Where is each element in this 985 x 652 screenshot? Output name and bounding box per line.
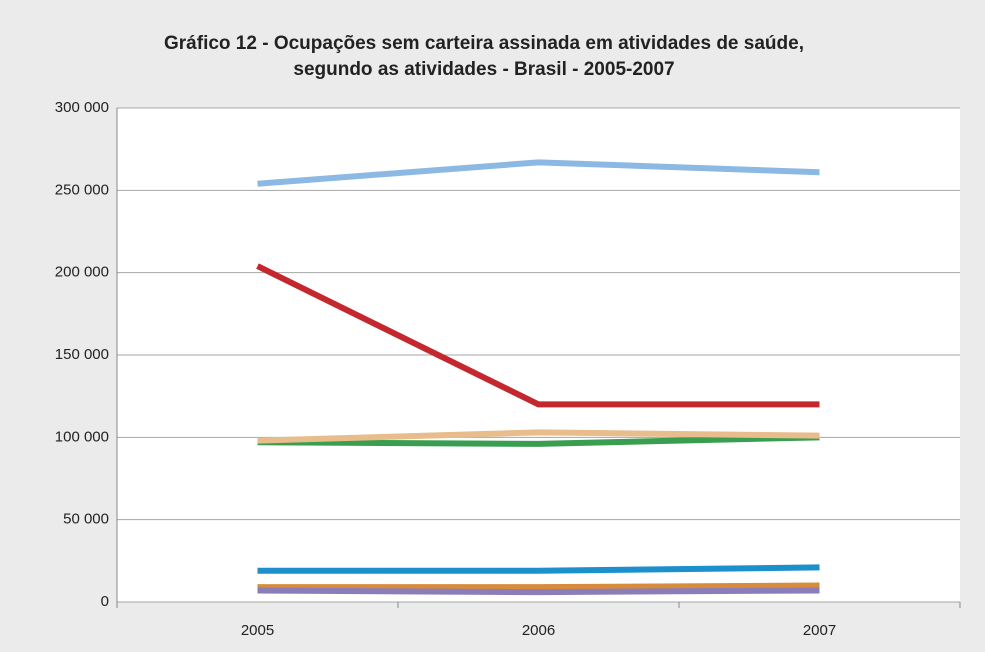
- y-tick-label: 0: [101, 593, 109, 610]
- chart-title: Gráfico 12 - Ocupações sem carteira assi…: [164, 33, 804, 54]
- x-tick-label: 2005: [241, 622, 274, 639]
- y-tick-label: 50 000: [63, 511, 109, 528]
- y-tick-label: 300 000: [55, 99, 109, 116]
- series-line: [257, 159, 820, 187]
- series-line: [257, 429, 820, 444]
- x-tick-label: 2007: [803, 622, 836, 639]
- series-line: [257, 434, 820, 447]
- x-tick-label: 2006: [522, 622, 555, 639]
- y-tick-label: 200 000: [55, 264, 109, 281]
- series-line: [257, 587, 820, 596]
- y-tick-label: 250 000: [55, 181, 109, 198]
- y-tick-label: 150 000: [55, 346, 109, 363]
- chart-title: segundo as atividades - Brasil - 2005-20…: [293, 59, 674, 80]
- series-line: [257, 564, 820, 574]
- y-tick-label: 100 000: [55, 428, 109, 445]
- series-line: [256, 263, 820, 408]
- series-line: [257, 582, 820, 591]
